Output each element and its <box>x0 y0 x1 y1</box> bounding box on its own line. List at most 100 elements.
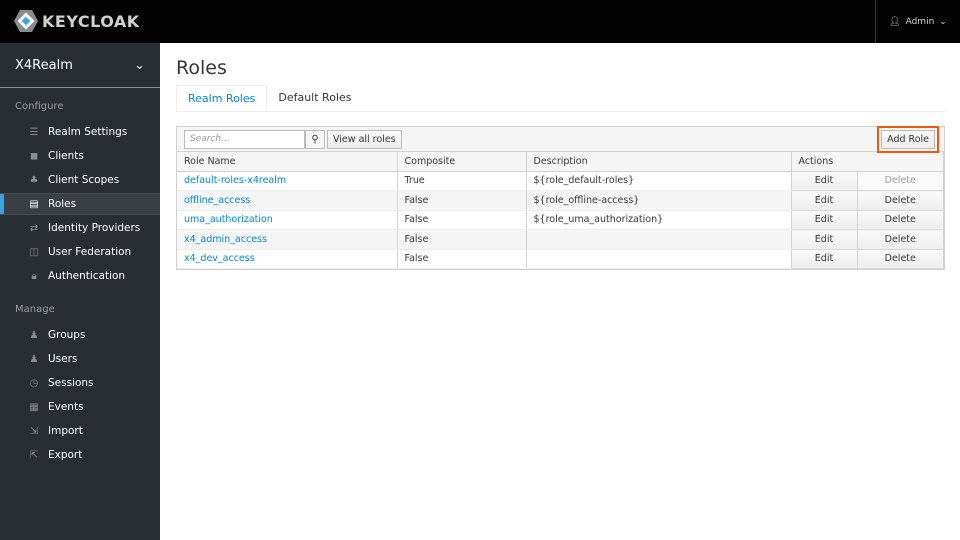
table-toolbar: Search... ⚲ View all roles Add Role <box>177 126 944 153</box>
role-name-cell: offline_access <box>177 190 398 211</box>
user-icon: 👤︎ <box>889 16 901 27</box>
composite-cell: False <box>397 229 527 250</box>
edit-button[interactable]: Edit <box>791 190 858 211</box>
chevron-down-icon: ⌄ <box>939 16 947 27</box>
exchange-icon: ⇄ <box>29 222 39 234</box>
sidebar-item-groups[interactable]: ♟ Groups <box>0 324 160 346</box>
role-link[interactable]: uma_authorization <box>184 214 273 226</box>
col-description: Description <box>526 152 792 172</box>
table-row: uma_authorization False ${role_uma_autho… <box>177 210 944 230</box>
keycloak-logo[interactable]: KEYCLOAK <box>14 10 140 32</box>
sidebar-item-label: Clients <box>48 150 84 162</box>
table-row: default-roles-x4realm True ${role_defaul… <box>177 171 944 191</box>
sidebar-item-label: Groups <box>48 329 86 341</box>
col-actions: Actions <box>791 152 944 172</box>
search-icon: ⚲ <box>311 134 319 145</box>
calendar-icon: ▦ <box>29 401 39 413</box>
role-name-cell: default-roles-x4realm <box>177 171 398 191</box>
sidebar-item-label: Sessions <box>48 377 94 389</box>
table-row: offline_access False ${role_offline-acce… <box>177 190 944 211</box>
sidebar-item-events[interactable]: ▦ Events <box>0 396 160 418</box>
sidebar: X4Realm ⌄ Configure ☰ Realm Settings ◼ Clien… <box>0 43 160 540</box>
composite-cell: True <box>397 171 527 191</box>
description-cell <box>526 229 792 250</box>
composite-cell: False <box>397 190 527 211</box>
sidebar-item-label: Events <box>48 401 84 413</box>
sidebar-item-label: Import <box>48 425 83 437</box>
delete-button[interactable]: Delete <box>857 249 944 269</box>
search-input[interactable]: Search... <box>184 130 305 149</box>
tab-realm-roles[interactable]: Realm Roles <box>176 85 268 111</box>
sidebar-item-realm-settings[interactable]: ☰ Realm Settings <box>0 121 160 143</box>
role-name-cell: x4_admin_access <box>177 229 398 250</box>
section-configure: Configure <box>15 101 64 112</box>
sidebar-item-client-scopes[interactable]: ♣ Client Scopes <box>0 169 160 191</box>
section-manage: Manage <box>15 304 55 315</box>
role-link[interactable]: x4_admin_access <box>184 233 267 245</box>
edit-button[interactable]: Edit <box>791 229 858 250</box>
sidebar-item-clients[interactable]: ◼ Clients <box>0 145 160 167</box>
page-title: Roles <box>176 57 227 79</box>
logo-icon <box>14 10 38 32</box>
composite-cell: False <box>397 210 527 230</box>
import-icon: ⇲ <box>29 425 39 437</box>
sidebar-item-sessions[interactable]: ◷ Sessions <box>0 372 160 394</box>
user-menu[interactable]: 👤︎ Admin ⌄ <box>875 0 960 43</box>
search-button[interactable]: ⚲ <box>305 130 325 149</box>
sidebar-item-roles[interactable]: ▤ Roles <box>0 193 160 215</box>
add-role-highlight: Add Role <box>877 126 939 153</box>
sidebar-item-authentication[interactable]: 🔒︎ Authentication <box>0 265 160 287</box>
composite-cell: False <box>397 249 527 269</box>
role-link[interactable]: default-roles-x4realm <box>184 175 287 187</box>
table-row: x4_admin_access False Edit Delete <box>177 229 944 250</box>
sidebar-item-label: Roles <box>48 198 77 210</box>
tab-default-roles[interactable]: Default Roles <box>278 91 352 104</box>
description-cell: ${role_uma_authorization} <box>526 210 792 230</box>
realm-selector[interactable]: X4Realm ⌄ <box>0 43 160 88</box>
sidebar-item-label: Client Scopes <box>48 174 120 186</box>
role-name-cell: uma_authorization <box>177 210 398 230</box>
delete-button[interactable]: Delete <box>857 190 944 211</box>
database-icon: ◫ <box>29 246 39 258</box>
delete-button[interactable]: Delete <box>857 210 944 230</box>
tabs: Realm Roles Default Roles <box>176 85 945 112</box>
user-icon: ♟ <box>29 353 39 365</box>
description-cell: ${role_offline-access} <box>526 190 792 211</box>
cube-icon: ◼ <box>29 150 39 162</box>
sidebar-item-identity-providers[interactable]: ⇄ Identity Providers <box>0 217 160 239</box>
description-cell <box>526 249 792 269</box>
add-role-button[interactable]: Add Role <box>881 130 935 149</box>
role-link[interactable]: offline_access <box>184 194 251 206</box>
sidebar-item-user-federation[interactable]: ◫ User Federation <box>0 241 160 263</box>
delete-button: Delete <box>857 171 944 191</box>
sidebar-item-users[interactable]: ♟ Users <box>0 348 160 370</box>
view-all-roles-button[interactable]: View all roles <box>327 130 402 149</box>
description-cell: ${role_default-roles} <box>526 171 792 191</box>
top-bar: KEYCLOAK 👤︎ Admin ⌄ <box>0 0 960 43</box>
delete-button[interactable]: Delete <box>857 229 944 250</box>
edit-button[interactable]: Edit <box>791 171 858 191</box>
export-icon: ⇱ <box>29 449 39 461</box>
col-composite: Composite <box>397 152 527 172</box>
edit-button[interactable]: Edit <box>791 210 858 230</box>
sidebar-item-label: Authentication <box>48 270 126 282</box>
role-link[interactable]: x4_dev_access <box>184 253 255 265</box>
sidebar-item-label: Users <box>48 353 78 365</box>
chevron-down-icon: ⌄ <box>134 57 145 73</box>
roles-table: Search... ⚲ View all roles Add Role Role… <box>176 126 945 270</box>
col-role-name: Role Name <box>177 152 398 172</box>
users-icon: ♟ <box>29 329 39 341</box>
sidebar-item-import[interactable]: ⇲ Import <box>0 420 160 442</box>
edit-button[interactable]: Edit <box>791 249 858 269</box>
cubes-icon: ♣ <box>29 174 39 186</box>
table-row: x4_dev_access False Edit Delete <box>177 249 944 269</box>
list-icon: ▤ <box>29 198 39 210</box>
sidebar-item-label: Export <box>48 449 83 461</box>
lock-icon: 🔒︎ <box>31 270 37 282</box>
sliders-icon: ☰ <box>29 126 39 138</box>
role-name-cell: x4_dev_access <box>177 249 398 269</box>
sidebar-item-label: Realm Settings <box>48 126 128 138</box>
sidebar-item-label: Identity Providers <box>48 222 141 234</box>
sidebar-item-label: User Federation <box>48 246 132 258</box>
sidebar-item-export[interactable]: ⇱ Export <box>0 444 160 466</box>
